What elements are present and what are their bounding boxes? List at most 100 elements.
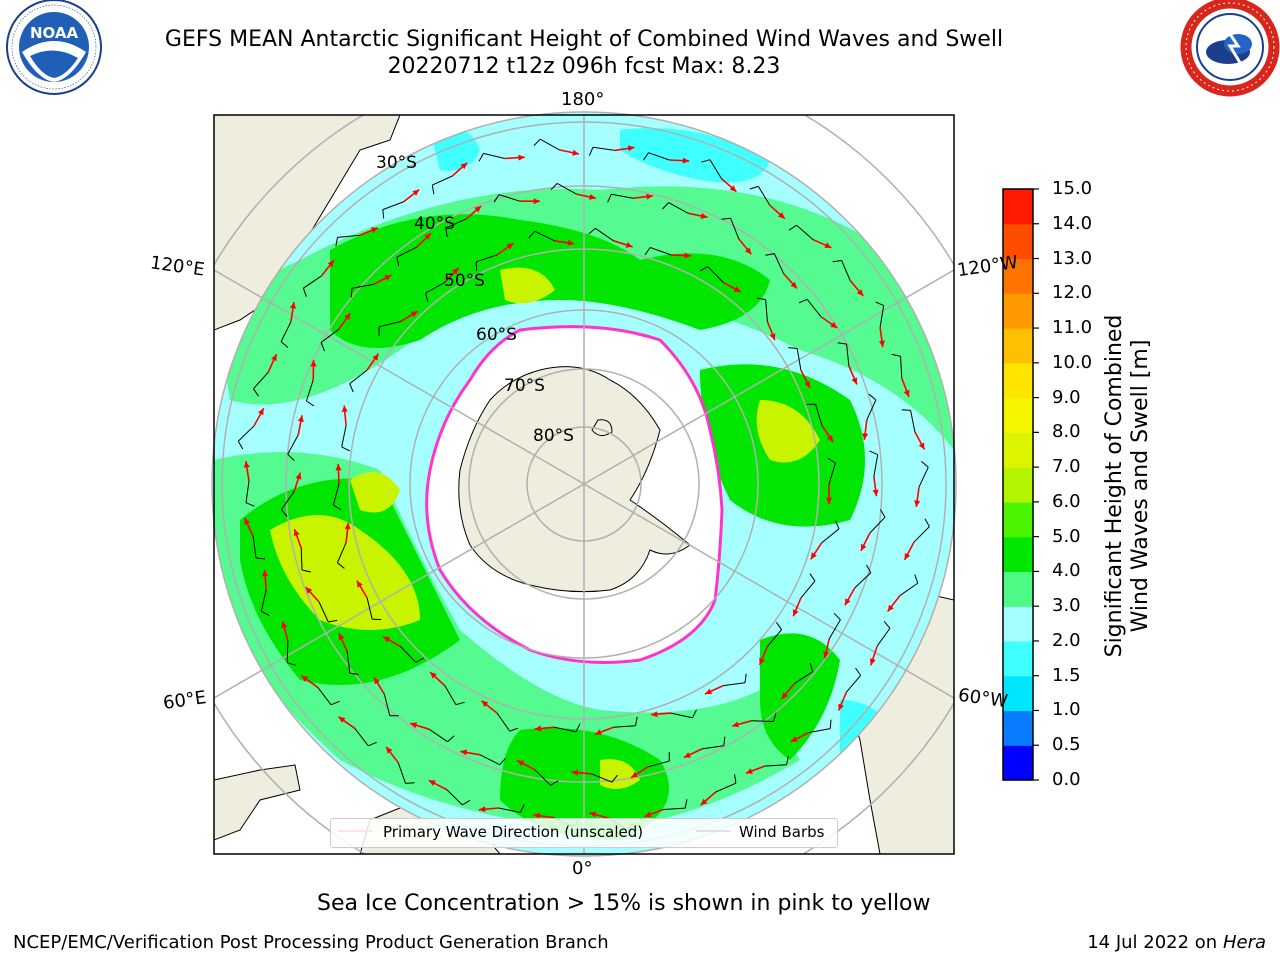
wave-arrow-head <box>262 569 269 577</box>
wind-barb-staff <box>828 462 836 485</box>
wind-barb-staff <box>303 275 322 289</box>
wave-arrow-head <box>682 157 690 164</box>
colorbar-segment <box>1003 293 1033 329</box>
noaa-logo: NOAA <box>6 0 102 95</box>
wind-barb-staff <box>400 646 417 663</box>
wind-barb-feather <box>328 619 338 623</box>
wind-barb-staff <box>730 218 740 239</box>
wave-arrow-head <box>589 194 596 200</box>
wave-arrow-head <box>474 206 482 213</box>
colorbar-segment <box>1003 710 1033 746</box>
wave-arrow-head <box>745 768 753 774</box>
wave-arrow-head <box>410 722 418 729</box>
nws-logo-ring-icon <box>1185 2 1275 92</box>
wind-barb-feather <box>341 446 351 452</box>
wave-arrow-head <box>305 587 313 594</box>
wind-barb-staff <box>796 224 814 241</box>
wave-arrow-head <box>887 604 894 612</box>
wind-barb-staff <box>613 725 636 728</box>
wind-barb-staff <box>800 580 816 599</box>
wind-barb-staff <box>483 152 505 159</box>
wind-barb-feather <box>431 185 435 195</box>
wave-arrow-head <box>374 677 380 685</box>
colorbar-segment <box>1003 258 1033 294</box>
wind-barb-feather <box>509 727 519 732</box>
wind-barb-feather <box>550 183 558 191</box>
wind-barb-staff <box>650 247 672 256</box>
wind-barb-staff <box>446 789 463 806</box>
wave-arrow-head <box>372 353 379 361</box>
colorbar-tick-label: 5.0 <box>1052 525 1081 547</box>
map-title: GEFS MEAN Antarctic Significant Height o… <box>164 27 1004 52</box>
lon-label-180: 180° <box>561 89 605 110</box>
wind-barb-feather <box>333 504 342 511</box>
wave-arrow-head <box>781 692 788 699</box>
wave-arrow-head <box>297 415 304 423</box>
wave-arrow-head <box>790 736 798 742</box>
wind-barb-feather <box>891 353 901 357</box>
wind-barb-feather <box>756 297 766 301</box>
wind-barb-staff <box>498 807 521 813</box>
wind-barb-staff <box>382 201 404 211</box>
wind-barb-staff <box>305 379 314 402</box>
wind-barb-staff <box>595 227 614 242</box>
wind-barb-staff <box>751 720 774 722</box>
wind-barb-feather <box>644 247 651 256</box>
wind-barb-staff <box>767 629 782 647</box>
wind-barb-staff <box>707 266 724 283</box>
wave-arrow-head <box>838 703 844 711</box>
wind-barb-staff <box>910 410 916 432</box>
wind-barb-staff <box>479 754 500 766</box>
wind-barb-staff <box>539 138 560 151</box>
wave-arrow-head <box>338 716 346 723</box>
wind-barb-feather <box>635 716 638 726</box>
wind-barb-feather <box>478 153 484 162</box>
wave-arrow-head <box>918 442 925 450</box>
colorbar-segment <box>1003 675 1033 712</box>
wind-barb-feather <box>866 564 872 574</box>
wind-barb-staff <box>534 769 551 786</box>
wind-barb-staff <box>668 202 689 214</box>
wind-barb-feather <box>462 799 471 806</box>
wind-barb-feather <box>575 723 581 732</box>
wave-arrow-head <box>826 497 832 504</box>
wind-barb-feather <box>499 757 507 766</box>
wind-barb-staff <box>846 675 861 693</box>
lat-label-70s: 70°S <box>504 376 545 396</box>
wind-barb-feather <box>382 209 385 219</box>
legend-wind-barbs: Wind Barbs <box>739 823 825 841</box>
wave-arrow-head <box>684 252 691 259</box>
wind-barb-feather <box>837 342 847 345</box>
wind-barb-feather <box>772 712 777 722</box>
wave-arrow-head <box>430 672 437 679</box>
wave-arrow-head <box>310 360 317 367</box>
wind-barb-feather <box>834 520 840 530</box>
wind-barb-feather <box>868 393 877 401</box>
colorbar-segment <box>1003 571 1033 607</box>
wind-barb-staff <box>445 218 467 229</box>
colorbar-frame <box>1002 188 1034 781</box>
wind-barb-staff <box>317 686 332 706</box>
wind-barb-staff <box>349 369 368 385</box>
colorbar-tick-label: 0.0 <box>1052 769 1081 790</box>
wind-barb-feather <box>827 457 836 464</box>
wind-barb-staff <box>429 728 448 743</box>
wave-arrow-head <box>856 289 864 296</box>
wind-barb-staff <box>366 597 373 620</box>
wave-arrow-head <box>733 286 741 292</box>
wind-barb-feather <box>809 662 814 672</box>
wind-barb-feather <box>306 400 315 407</box>
wind-barb-staff <box>918 466 929 488</box>
wind-barb-staff <box>757 186 771 206</box>
wave-arrow-head <box>410 311 418 318</box>
wind-barb-feather <box>350 288 353 298</box>
wind-barb-staff <box>821 528 840 543</box>
wind-barb-staff <box>425 281 446 294</box>
wind-barb-feather <box>809 573 816 582</box>
wind-barb-feather <box>287 662 297 666</box>
wave-arrow-head <box>824 242 832 248</box>
colorbar-tick-label: 15.0 <box>1052 178 1093 199</box>
wind-barb-feather <box>869 450 878 456</box>
wave-arrow-head <box>384 275 392 281</box>
wave-arrow-head <box>533 198 540 205</box>
